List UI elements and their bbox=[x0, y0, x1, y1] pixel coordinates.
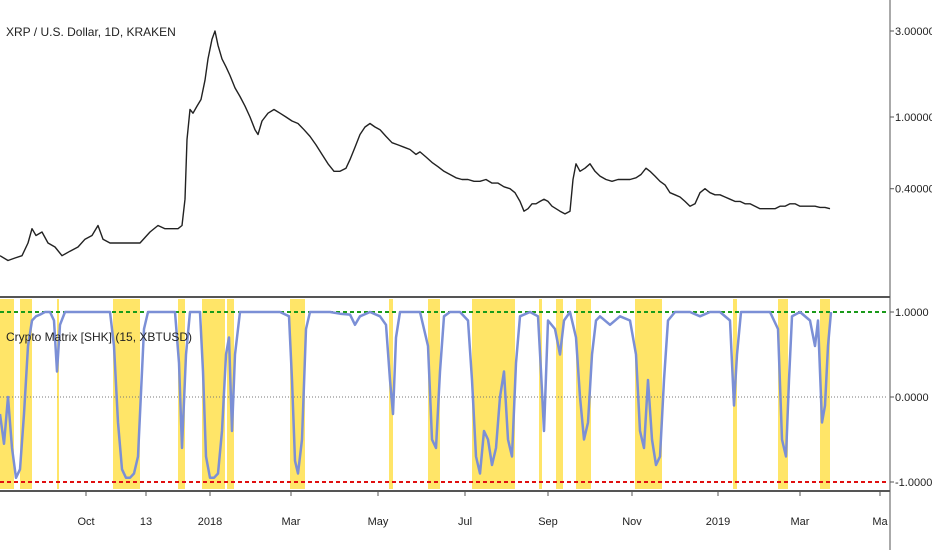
x-tick-label: Mar bbox=[282, 516, 301, 528]
indicator-title: Crypto Matrix [SHK] (15, XBTUSD) bbox=[6, 330, 193, 344]
x-tick-label: Jul bbox=[458, 516, 472, 528]
indicator-pane bbox=[0, 299, 887, 489]
x-tick-label: Mar bbox=[791, 516, 810, 528]
x-tick-label: Ma bbox=[872, 516, 888, 528]
x-tick-label: May bbox=[368, 516, 389, 528]
price-chart-title: XRP / U.S. Dollar, 1D, KRAKEN bbox=[6, 25, 176, 39]
highlight-band bbox=[202, 299, 225, 489]
indicator-y-tick-label: 0.0000 bbox=[895, 392, 929, 404]
price-y-tick-label: 0.40000 bbox=[895, 184, 932, 196]
indicator-y-tick-label: 1.0000 bbox=[895, 307, 929, 319]
highlight-band bbox=[576, 299, 591, 489]
price-line bbox=[0, 30, 831, 262]
x-tick-label: 2018 bbox=[198, 516, 222, 528]
price-y-tick-label: 3.00000 bbox=[895, 26, 932, 38]
x-tick-label: Oct bbox=[77, 516, 94, 528]
highlight-band bbox=[556, 299, 563, 489]
indicator-y-tick-label: -1.0000 bbox=[895, 477, 932, 489]
highlight-band bbox=[778, 299, 788, 489]
highlight-band bbox=[57, 299, 59, 489]
price-pane bbox=[0, 30, 831, 262]
x-tick-label: Nov bbox=[622, 516, 642, 528]
highlight-band bbox=[0, 299, 14, 489]
highlight-band bbox=[539, 299, 542, 489]
highlight-band bbox=[178, 299, 185, 489]
x-tick-label: Sep bbox=[538, 516, 558, 528]
indicator-line bbox=[0, 310, 833, 480]
price-y-tick-label: 1.00000 bbox=[895, 112, 932, 124]
x-tick-label: 13 bbox=[140, 516, 152, 528]
x-tick-label: 2019 bbox=[706, 516, 730, 528]
